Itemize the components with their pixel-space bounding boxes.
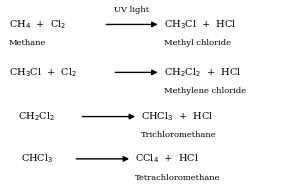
Text: CHCl$_3$  +  HCl: CHCl$_3$ + HCl	[141, 110, 214, 123]
Text: CHCl$_3$: CHCl$_3$	[21, 152, 53, 165]
Text: CCl$_4$  +  HCl: CCl$_4$ + HCl	[135, 152, 199, 165]
Text: Methyl chloride: Methyl chloride	[164, 39, 230, 47]
Text: CH$_3$Cl  +  HCl: CH$_3$Cl + HCl	[164, 18, 236, 31]
Text: UV light: UV light	[114, 6, 150, 14]
Text: CH$_2$Cl$_2$  +  HCl: CH$_2$Cl$_2$ + HCl	[164, 66, 241, 79]
Text: Trichloromethane: Trichloromethane	[141, 131, 217, 139]
Text: Tetrachloromethane: Tetrachloromethane	[135, 174, 220, 182]
Text: Methane: Methane	[9, 39, 46, 47]
Text: CH$_2$Cl$_2$: CH$_2$Cl$_2$	[18, 110, 55, 123]
Text: Methylene chloride: Methylene chloride	[164, 87, 246, 95]
Text: CH$_4$  +  Cl$_2$: CH$_4$ + Cl$_2$	[9, 18, 67, 31]
Text: CH$_3$Cl  +  Cl$_2$: CH$_3$Cl + Cl$_2$	[9, 66, 77, 79]
